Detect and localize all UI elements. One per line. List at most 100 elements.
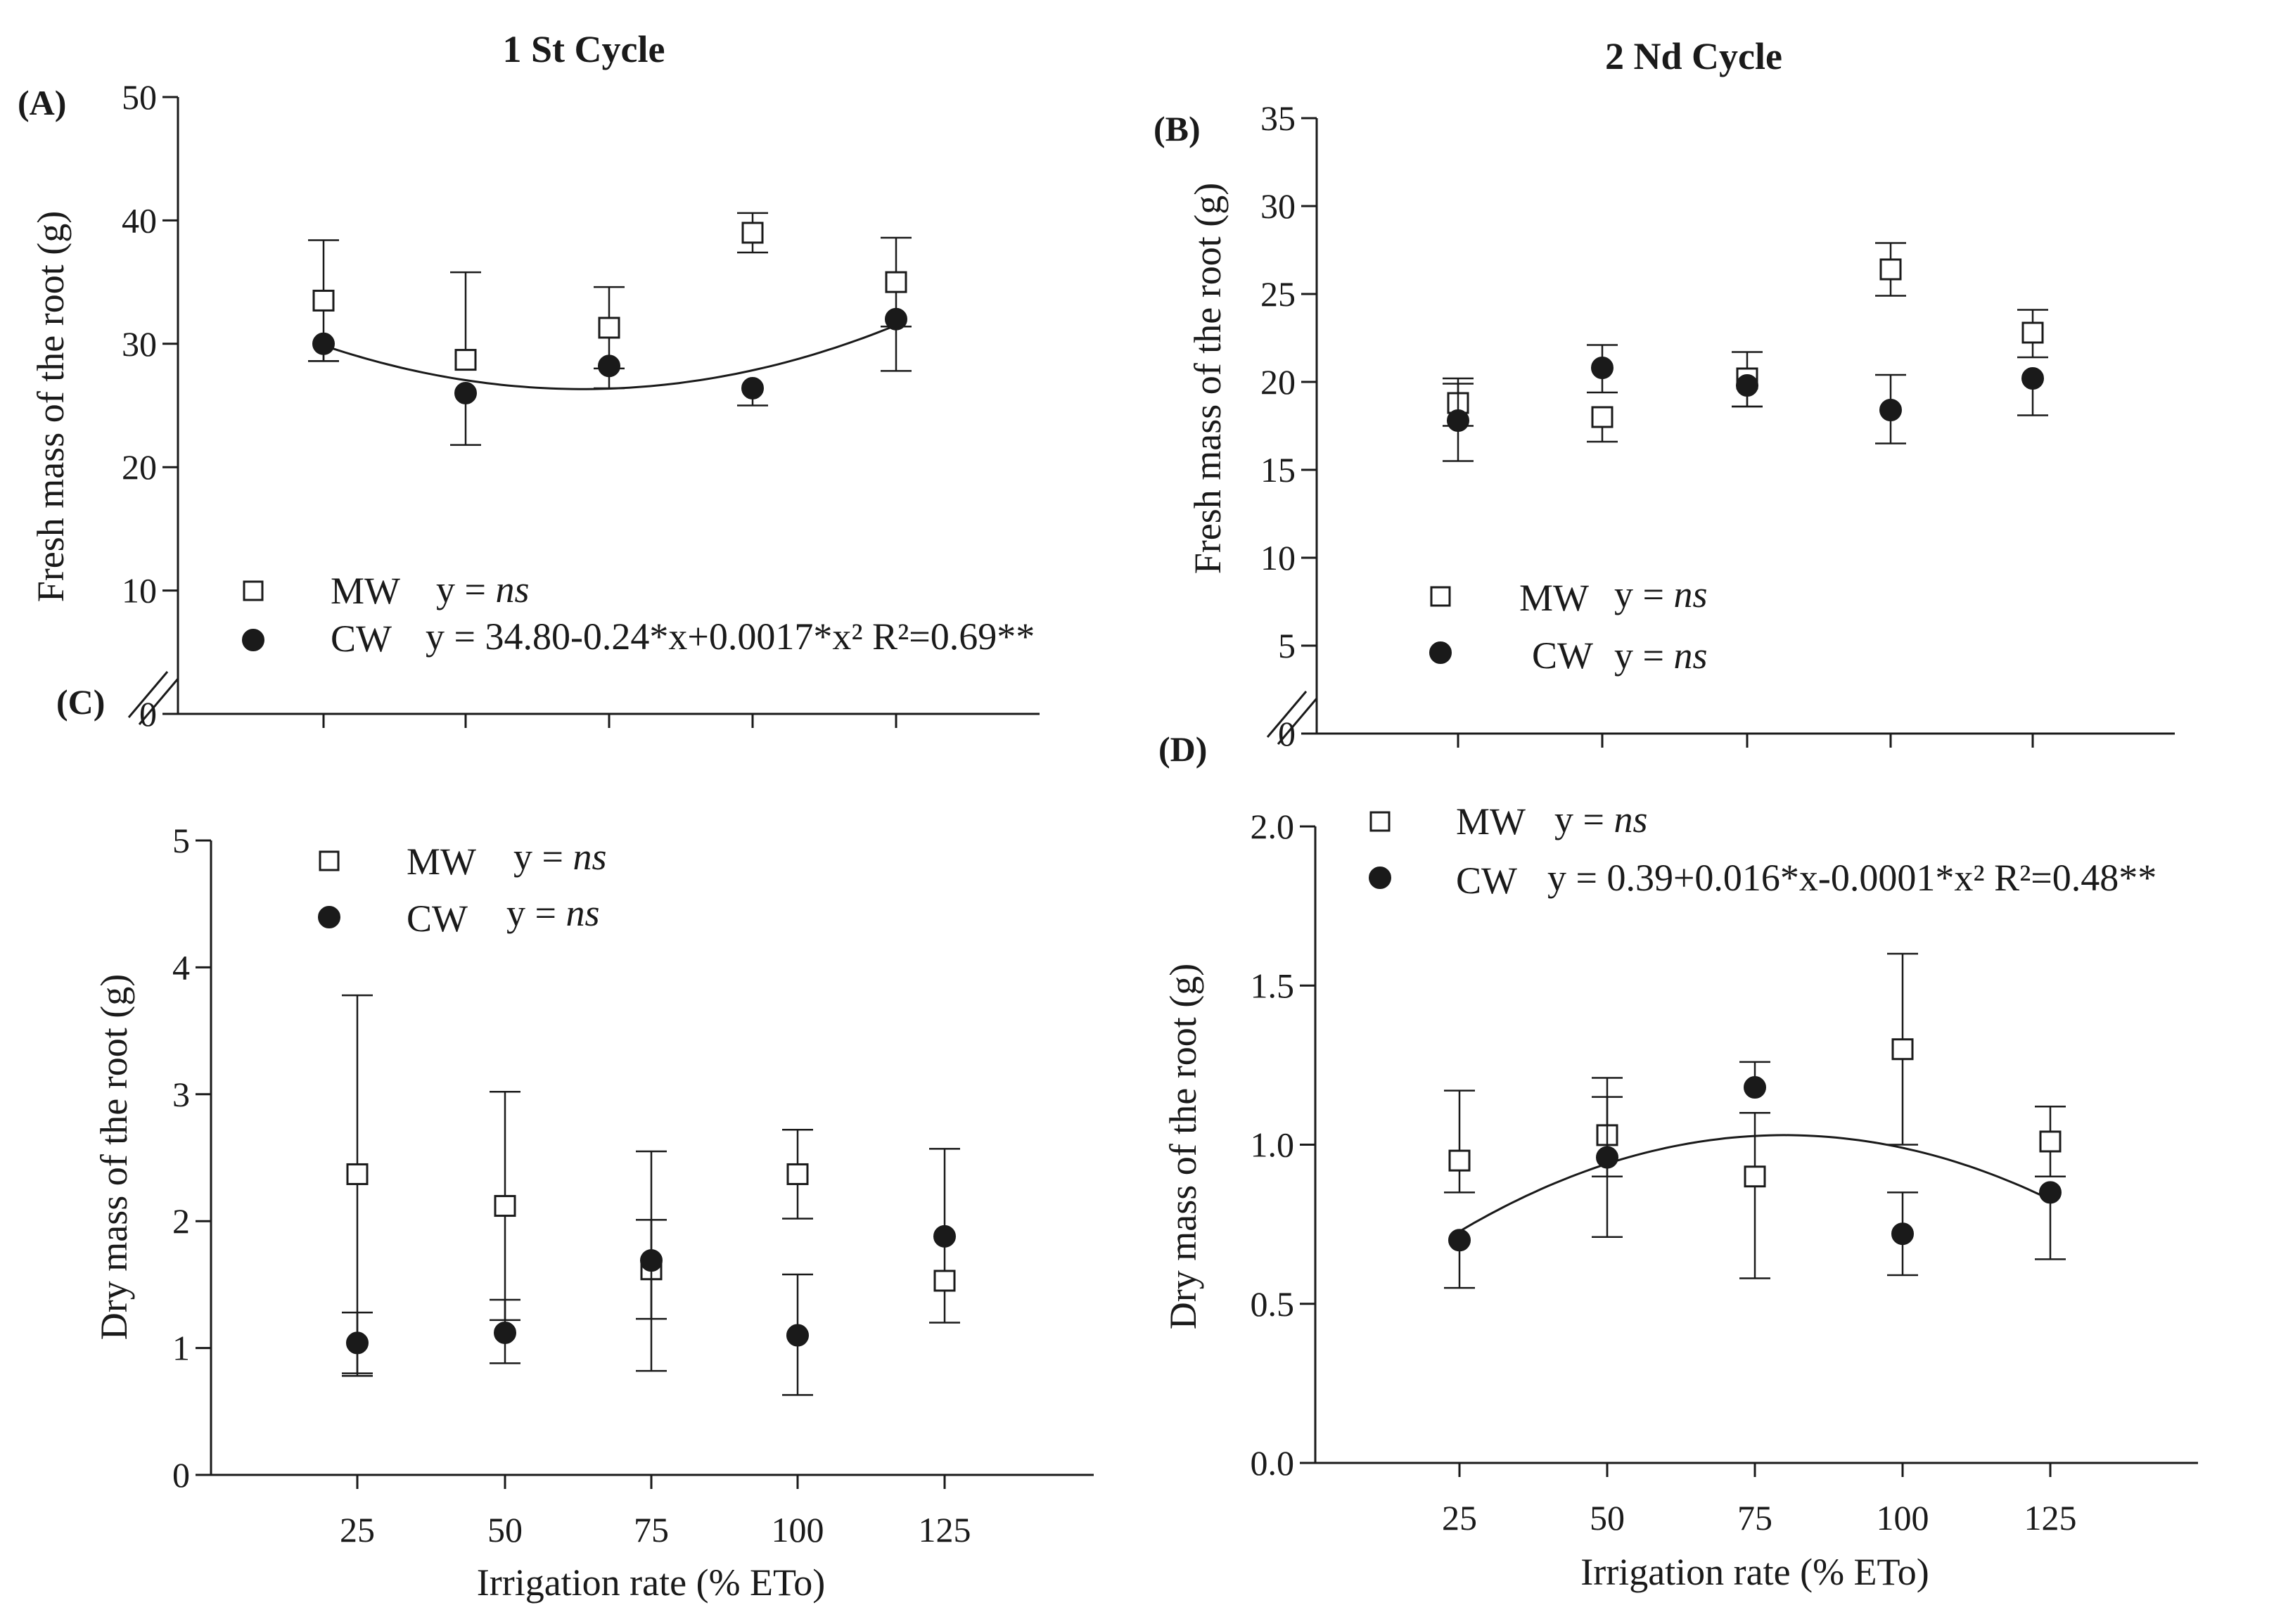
legend-series-name: CW [331, 618, 392, 660]
y-tick-label: 5 [1278, 626, 1296, 665]
legend-series-name: CW [1456, 859, 1517, 902]
panel-label: (A) [18, 83, 66, 122]
panel-d-dry-mass-cycle-2: 0.0 0.5 1.0 1.5 2.0 25 50 75 100 125 Dry mass of t… [1158, 729, 2198, 1593]
data-point-mw [454, 349, 477, 371]
axis-break-mark [138, 678, 179, 725]
x-tick-label: 125 [919, 1510, 971, 1549]
x-tick-label: 100 [772, 1510, 824, 1549]
data-point-mw [1591, 406, 1614, 428]
y-axis-label: Dry mass of the root (g) [93, 974, 135, 1340]
legend-ns-label: ns [1614, 798, 1647, 840]
data-point-mw [2021, 321, 2044, 344]
data-point-mw [741, 222, 764, 244]
y-tick-label: 50 [122, 77, 157, 117]
y-axis-label: Fresh mass of the root (g) [1187, 183, 1229, 574]
legend-symbol-filled-circle [318, 906, 340, 928]
data-point-cw [741, 376, 764, 399]
legend-symbol-filled-circle [1429, 641, 1452, 664]
legend-ns-label: ns [495, 568, 529, 610]
y-tick-label: 15 [1260, 450, 1296, 490]
data-point-cw [2039, 1181, 2062, 1204]
y-tick-label: 30 [122, 324, 157, 364]
y-tick-label: 3 [172, 1075, 190, 1114]
data-point-mw [786, 1163, 809, 1185]
legend-series-name: MW [1519, 577, 1589, 619]
data-point-mw [1744, 1165, 1766, 1188]
y-tick-label: 10 [1260, 538, 1296, 577]
data-point-mw [312, 289, 335, 312]
x-axis-label: Irrigation rate (% ETo) [477, 1561, 826, 1604]
series-mw [308, 212, 912, 371]
data-point-cw [454, 381, 477, 404]
data-point-cw [312, 332, 335, 355]
x-tick-label: 50 [487, 1510, 523, 1549]
legend-equation: y = 34.80-0.24*x+0.0017*x² R²=0.69** [426, 615, 1035, 658]
series-mw [342, 994, 960, 1374]
data-point-cw [598, 354, 620, 378]
data-point-cw [494, 1321, 516, 1344]
panel-c-dry-mass-cycle-1: 0 1 2 3 4 5 25 50 75 100 125 Dry mass of the root (… [56, 682, 1094, 1604]
series-mw [1444, 952, 2066, 1279]
panel-label: (B) [1154, 109, 1201, 148]
y-axis-label: Dry mass of the root (g) [1162, 964, 1204, 1329]
data-point-cw [1447, 409, 1469, 432]
data-point-cw [1744, 1076, 1766, 1099]
legend: MW y = ns CW y = ns [318, 836, 606, 940]
x-tick-label: 75 [634, 1510, 669, 1549]
data-point-mw [494, 1195, 516, 1217]
legend-equation-text: y = 0.39+0.016*x-0.0001*x² R²=0.48** [1547, 857, 2157, 899]
legend-equation: y = ns [436, 568, 529, 610]
y-tick-label: 40 [122, 200, 157, 240]
legend-equation: y = ns [513, 836, 606, 878]
y-tick-label: 20 [122, 447, 157, 487]
legend: MW y = ns CW y = 34.80-0.24*x+0.0017*x² R²=… [242, 568, 1035, 660]
legend-series-name: CW [407, 897, 468, 940]
x-axis-label: Irrigation rate (% ETo) [1580, 1551, 1929, 1593]
legend-symbol-open-square [319, 850, 340, 871]
data-point-mw [346, 1163, 369, 1185]
series-mw [1443, 242, 2048, 443]
data-point-cw [786, 1324, 809, 1347]
data-point-cw [885, 307, 907, 331]
x-tick-label: 50 [1590, 1498, 1625, 1537]
data-point-cw [346, 1331, 369, 1355]
y-tick-label: 20 [1260, 362, 1296, 402]
x-tick-label: 125 [2024, 1498, 2077, 1537]
axis-break-mark [1277, 698, 1318, 745]
data-point-mw [598, 317, 620, 339]
legend-series-name: MW [331, 570, 400, 612]
legend: MW y = ns CW y = ns [1429, 573, 1707, 677]
cycle-1-title: 1 St Cycle [503, 28, 665, 70]
legend-symbol-filled-circle [1369, 867, 1391, 889]
legend-equation-text: y = [1614, 634, 1673, 677]
legend-series-name: MW [407, 840, 476, 883]
legend-equation-text: y = 34.80-0.24*x+0.0017*x² R²=0.69** [426, 615, 1035, 658]
x-tick-label: 25 [1442, 1498, 1477, 1537]
data-point-cw [1596, 1146, 1618, 1169]
legend-equation-text: y = [513, 836, 573, 878]
series-cw [1444, 1061, 2066, 1289]
legend-equation: y = ns [1614, 573, 1707, 615]
legend-equation-text: y = [1614, 573, 1673, 615]
y-tick-label: 35 [1260, 98, 1296, 138]
legend-ns-label: ns [573, 836, 606, 878]
y-tick-label: 10 [122, 571, 157, 610]
y-tick-label: 5 [172, 821, 190, 860]
data-point-cw [2021, 367, 2044, 390]
y-tick-label: 4 [172, 947, 190, 987]
panel-label: (D) [1158, 729, 1207, 769]
series-cw [1443, 344, 2048, 462]
legend-equation: y = ns [1614, 634, 1707, 677]
data-point-mw [1879, 258, 1902, 281]
y-tick-label: 30 [1260, 186, 1296, 226]
series-cw [308, 307, 912, 446]
legend-symbol-open-square [1369, 811, 1391, 832]
x-tick-label: 100 [1877, 1498, 1929, 1537]
legend-symbol-filled-circle [242, 629, 264, 651]
y-tick-label: 1.0 [1251, 1125, 1295, 1165]
panel-label: (C) [56, 682, 105, 722]
cycle-2-title: 2 Nd Cycle [1605, 35, 1782, 77]
axis-break-mark [127, 671, 169, 718]
axis-break-mark [1266, 691, 1308, 738]
